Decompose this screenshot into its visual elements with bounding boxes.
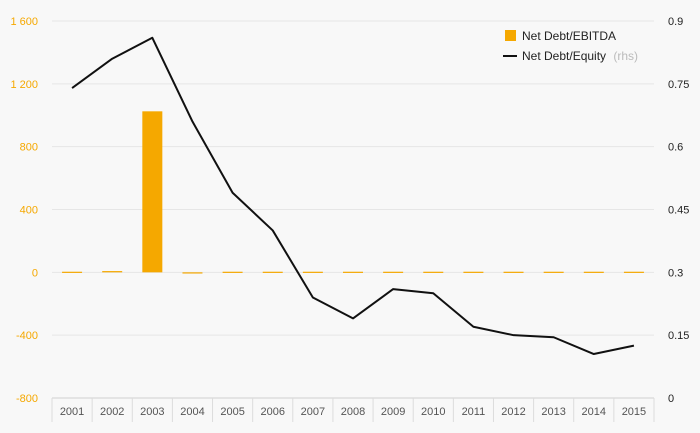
x-tick-label: 2012 xyxy=(501,406,525,418)
left-tick-label: 0 xyxy=(32,267,38,279)
right-tick-label: 0.45 xyxy=(668,205,689,217)
right-tick-label: 0 xyxy=(668,393,674,405)
x-axis: 2001 2002 2003 2004 2005 2006 2007 2008 2009 2010… xyxy=(60,406,646,418)
x-tick-label: 2003 xyxy=(140,406,164,418)
x-tick-label: 2010 xyxy=(421,406,445,418)
x-tick-label: 2004 xyxy=(180,406,204,418)
bar xyxy=(62,271,83,273)
left-tick-label: 400 xyxy=(20,205,38,217)
legend-bar-label: Net Debt/EBITDA xyxy=(522,29,616,43)
legend-line-suffix: (rhs) xyxy=(613,49,638,63)
x-tick-label: 2001 xyxy=(60,406,84,418)
right-tick-label: 0.75 xyxy=(668,79,689,91)
legend-bar-swatch xyxy=(505,30,516,41)
x-tick-label: 2008 xyxy=(341,406,365,418)
right-tick-label: 0.3 xyxy=(668,267,683,279)
x-tick-label: 2006 xyxy=(260,406,284,418)
left-axis: -800 -400 0 400 800 1 200 1 600 xyxy=(10,16,38,405)
bar xyxy=(583,271,604,273)
bar xyxy=(262,271,283,273)
right-tick-label: 0.15 xyxy=(668,330,689,342)
x-tick-label: 2002 xyxy=(100,406,124,418)
bar xyxy=(623,271,644,273)
legend-line-entry: Net Debt/Equity (rhs) xyxy=(522,49,638,63)
left-tick-label: 800 xyxy=(20,142,38,154)
left-tick-label: 1 600 xyxy=(10,16,38,28)
x-tick-label: 2015 xyxy=(622,406,646,418)
x-tick-label: 2009 xyxy=(381,406,405,418)
left-tick-label: -400 xyxy=(16,330,38,342)
x-tick-label: 2011 xyxy=(462,406,486,418)
bar xyxy=(182,272,203,274)
bar xyxy=(142,111,163,273)
bar xyxy=(503,271,524,273)
gridlines xyxy=(51,20,655,422)
bar xyxy=(102,271,123,273)
bar xyxy=(463,271,484,273)
bar xyxy=(222,271,243,273)
line-series xyxy=(71,36,635,356)
left-tick-label: -800 xyxy=(16,393,38,405)
x-tick-label: 2014 xyxy=(582,406,606,418)
right-tick-label: 0.6 xyxy=(668,142,683,154)
bar xyxy=(343,271,363,273)
right-tick-label: 0.9 xyxy=(668,16,683,28)
bar xyxy=(423,271,444,273)
x-tick-label: 2007 xyxy=(301,406,325,418)
bar xyxy=(543,271,564,273)
left-tick-label: 1 200 xyxy=(10,79,38,91)
legend: Net Debt/EBITDA Net Debt/Equity (rhs) xyxy=(503,29,638,63)
bar xyxy=(383,271,404,273)
legend-line-label: Net Debt/Equity xyxy=(522,49,606,63)
right-axis: 0 0.15 0.3 0.45 0.6 0.75 0.9 xyxy=(668,16,689,405)
bar xyxy=(302,271,323,273)
x-tick-label: 2005 xyxy=(220,406,244,418)
bar-series xyxy=(62,111,644,274)
x-tick-label: 2013 xyxy=(541,406,565,418)
